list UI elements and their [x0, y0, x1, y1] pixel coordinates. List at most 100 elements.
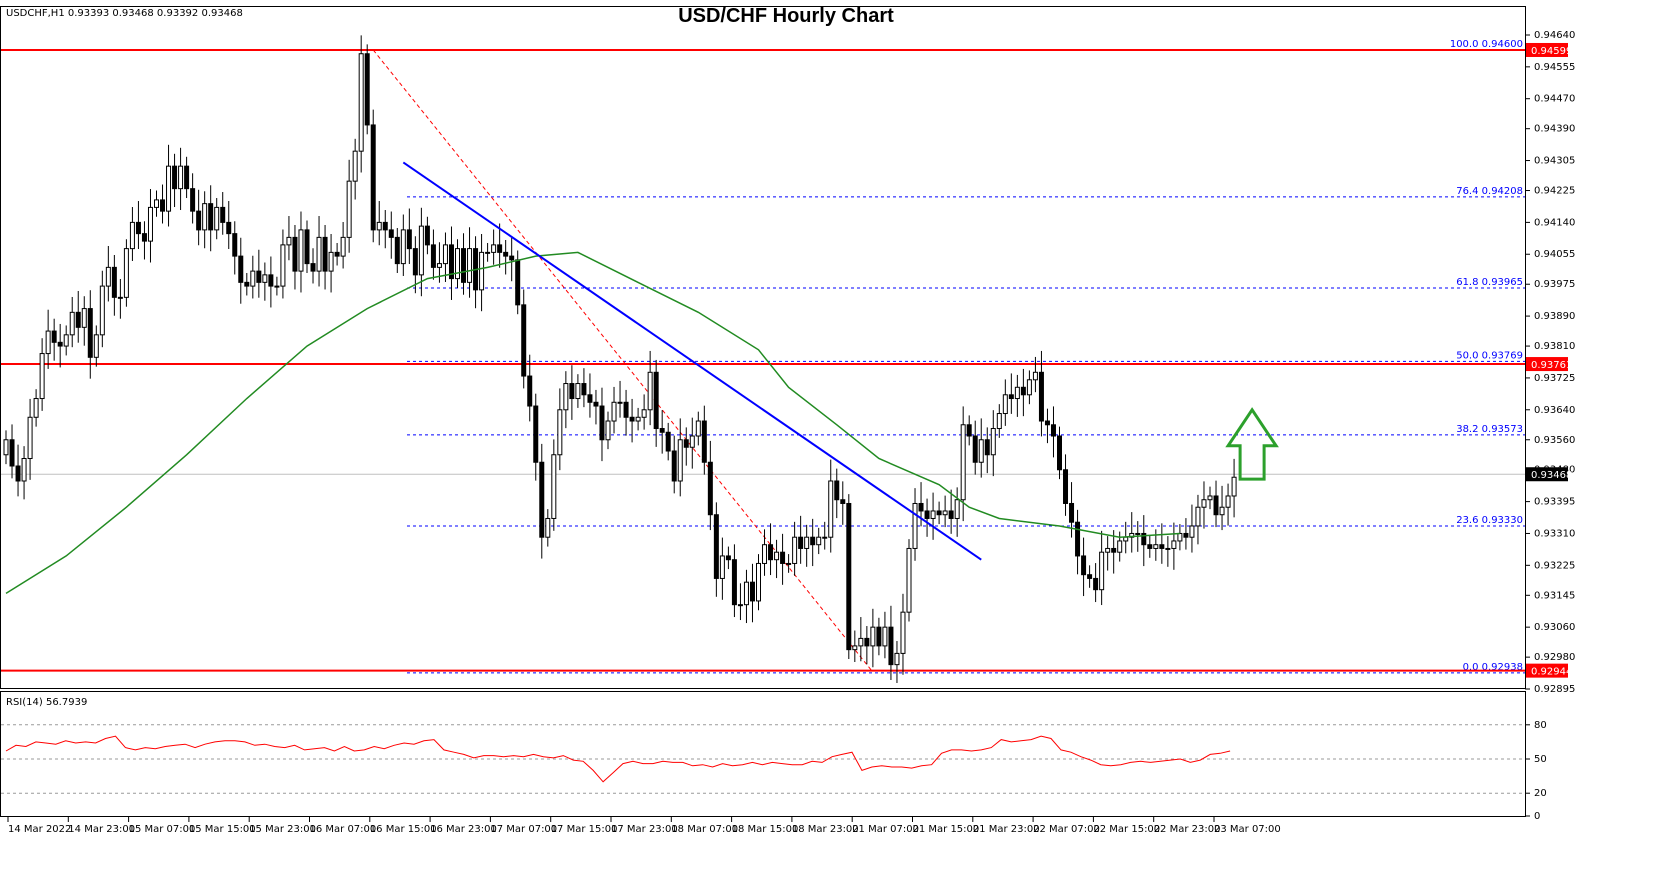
level-price-tag-text: 0.93761: [1531, 360, 1572, 371]
price-tick-label: 0.94640: [1534, 30, 1575, 41]
bear-candle: [1069, 502, 1075, 523]
bull-candle: [147, 206, 153, 242]
bear-candle: [984, 439, 990, 456]
bear-candle: [1141, 532, 1147, 546]
price-tick-label: 0.94140: [1534, 217, 1575, 228]
bear-candle: [533, 405, 539, 463]
bull-candle: [912, 502, 918, 549]
bull-candle: [1165, 547, 1171, 550]
price-tick-label: 0.94470: [1534, 94, 1575, 105]
bear-candle: [515, 259, 521, 306]
bear-candle: [876, 626, 882, 647]
time-tick-label: 14 Mar 23:00: [68, 824, 135, 835]
bull-candle: [545, 517, 551, 538]
bear-candle: [509, 255, 515, 261]
bear-candle: [141, 233, 147, 242]
fibonacci-retracement: 100.0 0.94600 76.4 0.94208 61.8 0.93965 50.…: [407, 39, 1525, 674]
bull-candle: [376, 221, 382, 231]
bull-candle: [954, 499, 960, 519]
bear-candle: [683, 439, 689, 448]
bull-candle: [129, 221, 135, 250]
bear-candle: [798, 536, 804, 549]
bear-candle: [593, 401, 599, 407]
rsi-tick-label: 20: [1534, 788, 1547, 799]
bear-candle: [232, 233, 238, 257]
fib-level-label: 0.0 0.92938: [1463, 662, 1523, 673]
time-tick-label: 15 Mar 23:00: [249, 824, 316, 835]
bull-candle: [792, 536, 798, 564]
bear-candle: [292, 236, 298, 272]
price-tick-label: 0.93145: [1534, 590, 1575, 601]
bear-candle: [111, 266, 117, 298]
bear-candle: [461, 248, 467, 283]
level-price-tag: [1526, 357, 1568, 372]
bull-candle: [870, 626, 876, 647]
time-tick-label: 21 Mar 23:00: [973, 824, 1040, 835]
bear-candle: [382, 221, 388, 231]
bear-candle: [57, 341, 63, 347]
bull-candle: [828, 480, 834, 538]
bull-candle: [3, 439, 9, 456]
bull-candle: [960, 424, 966, 501]
bull-candle: [743, 581, 749, 606]
bull-candle: [202, 203, 208, 231]
price-tick-label: 0.92895: [1534, 684, 1575, 695]
bull-candle: [280, 244, 286, 287]
bull-candle: [882, 626, 888, 647]
bear-candle: [966, 424, 972, 437]
bull-candle: [786, 562, 792, 565]
price-axis: 0.94640 0.94555 0.94470 0.94390 0.94305 0.942…: [1525, 30, 1575, 695]
bull-candle: [1171, 540, 1177, 549]
price-labels: 0.94599 0.93761 0.92944 0.93468: [1526, 42, 1572, 678]
bull-candle: [930, 510, 936, 519]
bear-candle: [864, 637, 870, 647]
price-tick-label: 0.94305: [1534, 156, 1575, 167]
bull-candle: [816, 536, 822, 546]
price-tick-label: 0.94055: [1534, 249, 1575, 260]
current-price-tag: [1526, 467, 1568, 482]
bull-candle: [81, 308, 87, 328]
price-tick-label: 0.93395: [1534, 497, 1575, 508]
bear-candle: [581, 383, 587, 396]
price-tick-label: 0.93890: [1534, 311, 1575, 322]
bull-candle: [1153, 544, 1159, 549]
fib-level-label: 61.8 0.93965: [1456, 277, 1523, 288]
bull-candle: [400, 229, 406, 265]
time-tick-label: 18 Mar 15:00: [732, 824, 799, 835]
bull-candle: [45, 330, 51, 355]
bear-candle: [388, 229, 394, 238]
bull-candle: [900, 611, 906, 654]
bull-candle: [1189, 525, 1195, 538]
bull-candle: [906, 547, 912, 613]
bear-candle: [731, 559, 737, 606]
bear-candle: [1063, 469, 1069, 504]
bull-candle: [611, 401, 617, 422]
price-tick-label: 0.93810: [1534, 341, 1575, 352]
time-tick-label: 15 Mar 07:00: [129, 824, 196, 835]
bear-candle: [599, 405, 605, 441]
bull-candle: [822, 536, 828, 539]
level-price-tag: [1526, 42, 1568, 57]
bear-candle: [1183, 532, 1189, 538]
bull-candle: [99, 285, 105, 336]
time-tick-label: 16 Mar 15:00: [370, 824, 437, 835]
bull-candle: [1014, 386, 1020, 400]
bull-candle: [996, 413, 1002, 430]
bull-candle: [1002, 394, 1008, 415]
bear-candle: [268, 274, 274, 287]
bear-candle: [768, 544, 774, 561]
bear-candle: [587, 394, 593, 403]
bear-candle: [15, 465, 21, 482]
bear-candle: [75, 311, 81, 328]
bull-candle: [1231, 476, 1237, 497]
rsi-label: RSI(14) 56.7939: [6, 697, 87, 708]
bear-candle: [972, 435, 978, 463]
bull-candle: [491, 244, 497, 253]
bull-candle: [689, 435, 695, 448]
bull-candle: [21, 458, 27, 482]
bull-candle: [93, 334, 99, 358]
bull-candle: [641, 409, 647, 418]
time-tick-label: 17 Mar 07:00: [490, 824, 557, 835]
price-tick-label: 0.92980: [1534, 652, 1575, 663]
